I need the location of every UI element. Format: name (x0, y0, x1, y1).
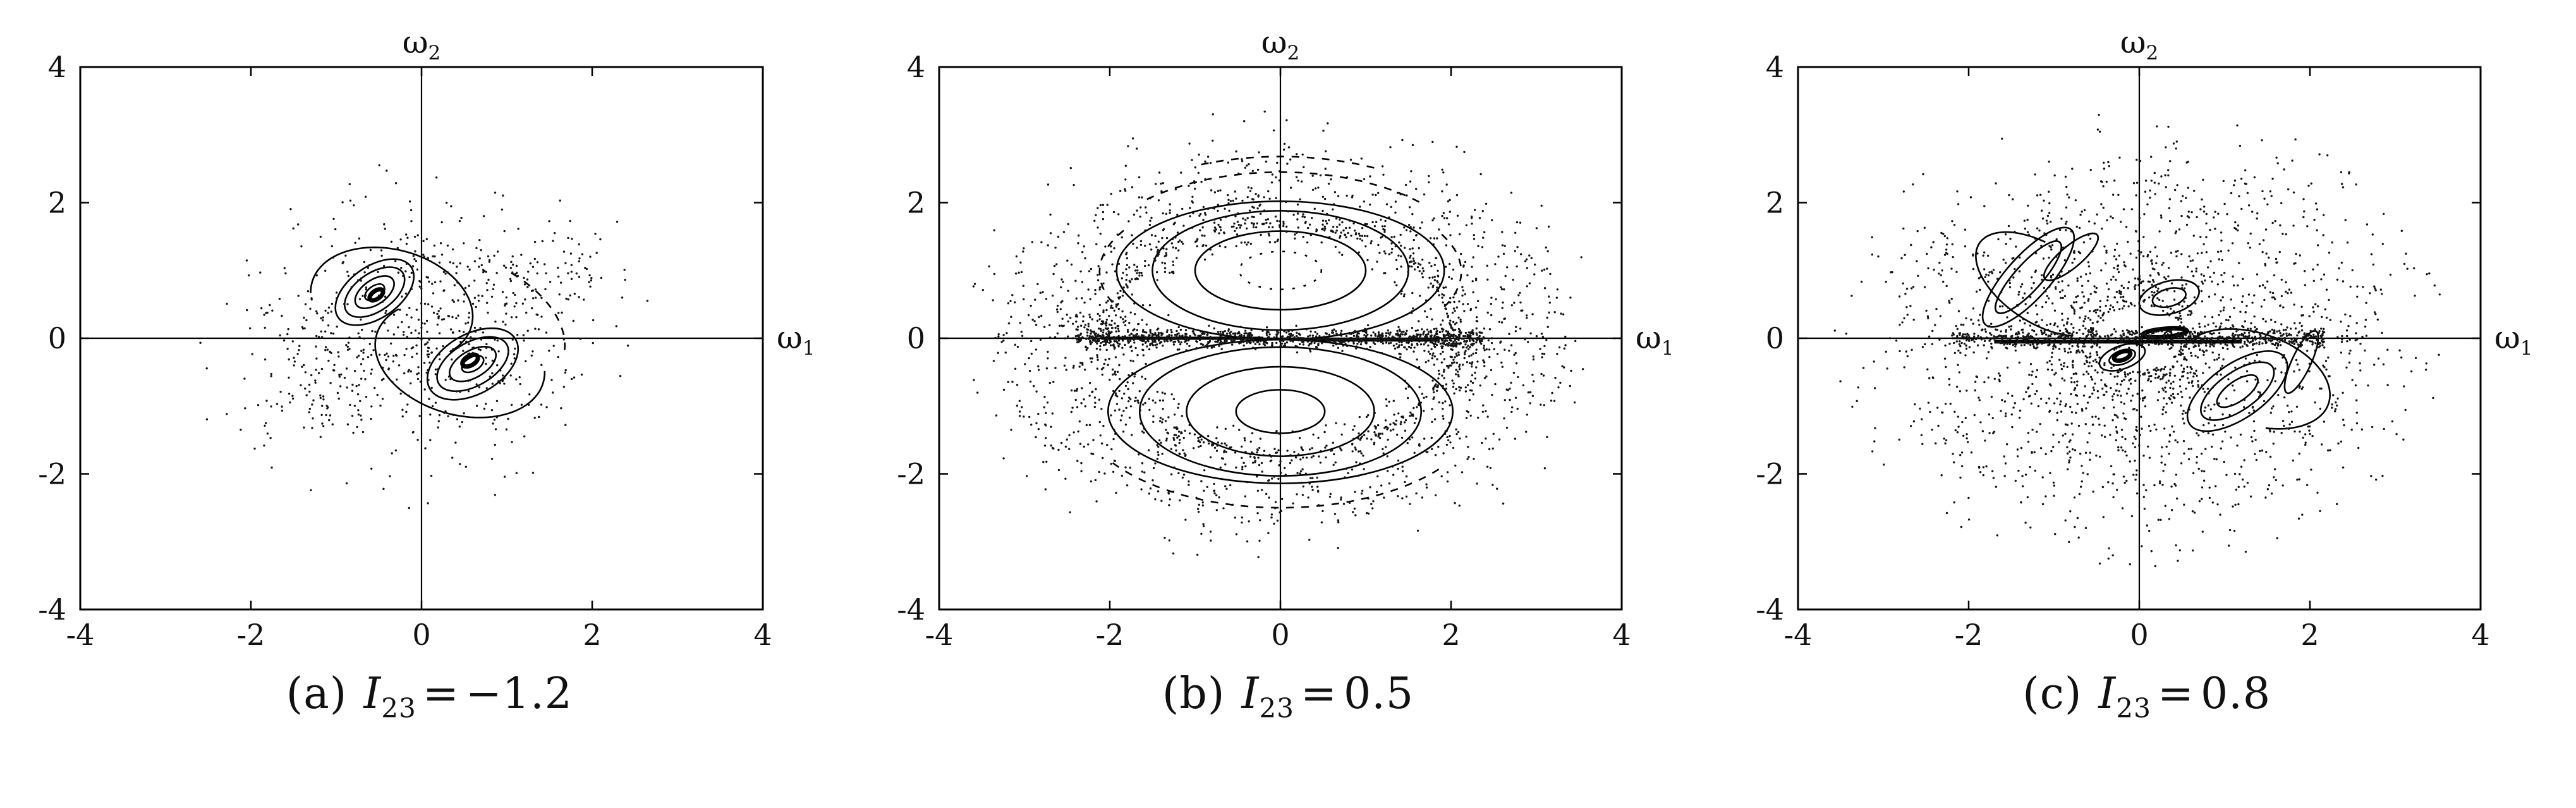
x-axis-label: ω1 (777, 319, 815, 360)
x-tick-label: 0 (413, 618, 431, 652)
island-contour (1981, 226, 2075, 328)
plot-c: -4 -4 -2 -2 0 0 2 2 4 4 ω2 ω1 (1723, 18, 2570, 658)
island-contour (354, 275, 396, 309)
x-tick-label: 0 (1271, 618, 1289, 652)
x-tick-label: -2 (1954, 618, 1983, 652)
y-tick-label: 4 (907, 50, 925, 84)
caption-b-subscript: 23 (1259, 692, 1294, 724)
chaotic-scatter-points (972, 110, 1584, 558)
island-contour (2043, 232, 2099, 281)
x-tick-label: 0 (2130, 618, 2148, 652)
separatrix-arc (1141, 171, 1420, 203)
phase-portrait-c: -4-4 -2 -2 0 0 2 2 4 4 ω2 ω1 (1756, 24, 2533, 652)
x-tick-label: 4 (1612, 618, 1631, 652)
plot-a: -4 -4 -2 -2 0 0 2 2 4 4 ω2 ω1 (6, 18, 853, 658)
island-contour (436, 336, 510, 393)
caption-a-equals: = (422, 669, 459, 719)
island-contour (344, 266, 406, 318)
figure: -4 -4 -2 -2 0 0 2 2 4 4 ω2 ω1 (a) I23 = −1.2 -4 -4 -2 -2 0… (0, 18, 2576, 721)
chaotic-scatter-points (1833, 113, 2441, 568)
x-tick-label: -2 (237, 618, 265, 652)
island-contour (2151, 287, 2187, 309)
island-contour (2098, 343, 2146, 372)
y-axis-label: ω2 (1261, 24, 1300, 64)
panel-b: -4 -4 -2 -2 0 0 2 2 4 4 ω2 ω1 (b) I23 = 0.5 (859, 18, 1718, 721)
island-contour (2283, 329, 2319, 395)
y-axis-label: ω2 (403, 24, 441, 64)
y-tick-label: -4 (897, 592, 925, 627)
island-contour (1235, 389, 1326, 434)
caption-b-index: (b) (1162, 669, 1225, 719)
caption-c-value: 0.8 (2200, 669, 2271, 719)
y-tick-label: 2 (48, 186, 66, 220)
plot-b: -4 -4 -2 -2 0 0 2 2 4 4 ω2 ω1 (865, 18, 1711, 658)
caption-c-index: (c) (2022, 669, 2082, 719)
y-tick-label: -2 (1756, 457, 1784, 491)
y-tick-label: 2 (1765, 186, 1783, 220)
x-tick-label: -2 (1096, 618, 1124, 652)
y-tick-label: 2 (907, 186, 925, 220)
dense-knot (367, 287, 386, 303)
separatrix-arc (310, 246, 474, 353)
caption-a-value: −1.2 (465, 669, 573, 719)
island-contour (1151, 210, 1409, 331)
x-axis-label: ω1 (2494, 319, 2533, 360)
y-tick-label: 0 (907, 321, 925, 355)
chaotic-scatter-points (199, 164, 649, 510)
island-contour (1994, 240, 2062, 314)
y-tick-label: 4 (1765, 50, 1783, 84)
y-tick-label: -2 (897, 457, 925, 491)
island-contour (427, 327, 519, 401)
x-tick-label: 4 (2471, 618, 2489, 652)
y-tick-label: 0 (48, 321, 66, 355)
caption-c-variable: I (2098, 669, 2117, 719)
caption-b-equals: = (1301, 669, 1337, 719)
y-tick-label: -2 (39, 457, 67, 491)
y-tick-label: 4 (48, 50, 66, 84)
caption-a: (a) I23 = −1.2 (286, 669, 573, 721)
caption-c-equals: = (2157, 669, 2194, 719)
island-contour (2216, 374, 2259, 408)
y-tick-label: 0 (1765, 321, 1783, 355)
phase-portrait-a: -4-4 -2 -2 0 0 2 2 4 4 ω2 ω1 (39, 24, 815, 652)
y-tick-label: -4 (39, 592, 67, 627)
x-tick-label: -4 (925, 618, 954, 652)
separatrix-arc (1193, 156, 1375, 169)
island-contour (1238, 250, 1323, 291)
x-axis-label: ω1 (1636, 319, 1674, 360)
island-contour (449, 345, 497, 383)
dense-knot (460, 352, 481, 369)
separatrix-arc (507, 270, 566, 350)
caption-c-subscript: 23 (2116, 692, 2151, 724)
island-contour (2199, 361, 2275, 421)
x-tick-label: 2 (583, 618, 602, 652)
x-tick-label: 2 (2300, 618, 2319, 652)
y-axis-label: ω2 (2120, 24, 2158, 64)
caption-b: (b) I23 = 0.5 (1162, 669, 1414, 721)
caption-a-variable: I (363, 669, 382, 719)
caption-a-subscript: 23 (381, 692, 416, 724)
separatrix-arc (1112, 462, 1445, 509)
island-contour (334, 258, 415, 326)
y-tick-label: -4 (1756, 592, 1784, 627)
island-contour (1194, 230, 1367, 311)
x-tick-label: 4 (754, 618, 772, 652)
x-tick-label: -4 (66, 618, 95, 652)
separatrix-arc (1974, 231, 2074, 337)
panel-a: -4 -4 -2 -2 0 0 2 2 4 4 ω2 ω1 (a) I23 = −1.2 (0, 18, 859, 721)
separatrix-arc (1438, 231, 1462, 308)
panel-c: -4 -4 -2 -2 0 0 2 2 4 4 ω2 ω1 (c) I23 = 0.8 (1717, 18, 2576, 721)
separatrix-arc (1098, 230, 1124, 306)
phase-portrait-b: -4-4 -2 -2 0 0 2 2 4 4 ω2 ω1 (897, 24, 1674, 652)
caption-a-index: (a) (286, 669, 348, 719)
dense-knot (2111, 348, 2133, 363)
x-tick-label: -4 (1783, 618, 1812, 652)
caption-b-variable: I (1241, 669, 1260, 719)
island-contour (1186, 365, 1375, 457)
caption-c: (c) I23 = 0.8 (2022, 669, 2271, 721)
x-tick-label: 2 (1442, 618, 1460, 652)
caption-b-value: 0.5 (1343, 669, 1414, 719)
